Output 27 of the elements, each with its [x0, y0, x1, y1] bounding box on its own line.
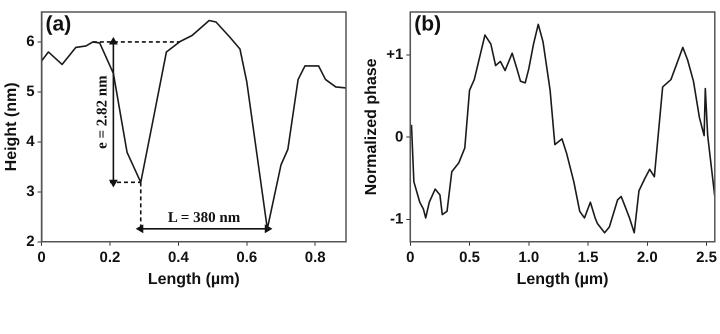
x-tick-label: 1.5 — [578, 248, 598, 266]
y-tick-label: 5 — [26, 83, 35, 100]
y-tick-label: 2 — [26, 232, 35, 250]
x-tick-label: 0.8 — [304, 248, 326, 266]
x-tick-label: 0.2 — [100, 248, 120, 266]
x-tick-label: 0.6 — [236, 248, 258, 266]
chart-title: (a) — [46, 12, 72, 36]
y-tick-label: 0 — [394, 128, 404, 146]
y-axis-title: Height (nm) — [3, 82, 20, 172]
annotation: e = 2.82 nm — [94, 74, 110, 149]
x-tick-label: 0.4 — [168, 248, 190, 266]
x-tick-label: 0 — [37, 248, 46, 266]
y-tick-label: -1 — [390, 210, 404, 228]
x-tick-label: 1.0 — [518, 248, 540, 266]
y-tick-label: +1 — [386, 46, 404, 63]
y-tick-label: 4 — [26, 133, 36, 150]
y-tick-label: 6 — [26, 33, 35, 50]
x-tick-label: 0.5 — [459, 248, 480, 266]
chart-title: (b) — [414, 12, 442, 36]
y-tick-label: 3 — [26, 182, 35, 200]
x-tick-label: 0 — [406, 248, 414, 266]
x-axis-title: Length (µm) — [148, 270, 240, 288]
x-axis-title: Length (µm) — [516, 270, 608, 288]
x-tick-label: 2.0 — [636, 248, 658, 266]
x-tick-label: 2.5 — [696, 248, 717, 266]
y-axis-title: Normalized phase — [363, 58, 380, 196]
annotation: L = 380 nm — [168, 210, 241, 226]
